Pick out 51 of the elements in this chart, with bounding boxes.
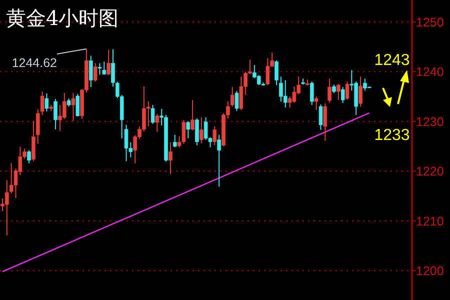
y-tick-label: 1250 bbox=[416, 15, 444, 30]
candlestick bbox=[89, 55, 93, 88]
candlestick bbox=[146, 100, 150, 127]
text: 1233 bbox=[374, 127, 410, 144]
candlestick bbox=[358, 76, 362, 107]
candlestick bbox=[186, 120, 190, 139]
y-tick-label: 1230 bbox=[416, 114, 444, 129]
candlestick bbox=[345, 81, 350, 100]
candlestick bbox=[93, 62, 98, 82]
candlestick bbox=[182, 119, 186, 144]
candlestick bbox=[217, 134, 221, 188]
candlestick bbox=[172, 134, 177, 148]
candlestick bbox=[168, 142, 172, 175]
candlestick bbox=[239, 76, 244, 110]
candlestick bbox=[71, 92, 76, 122]
candlestick bbox=[44, 93, 49, 112]
candlestick bbox=[274, 60, 278, 86]
candlestick bbox=[234, 90, 239, 112]
candlestick bbox=[314, 96, 318, 110]
candlestick bbox=[111, 48, 115, 88]
candlestick bbox=[150, 104, 155, 124]
candlestick bbox=[40, 91, 44, 116]
y-tick-label: 1240 bbox=[416, 65, 444, 80]
y-tick-label: 1200 bbox=[416, 264, 444, 278]
candlestick bbox=[212, 126, 217, 146]
chart-title: 黄金4小时图 bbox=[6, 6, 119, 30]
candlestick bbox=[76, 94, 80, 117]
candlestick bbox=[106, 49, 110, 76]
candlestick bbox=[283, 80, 288, 108]
candlestick bbox=[230, 86, 234, 107]
candlestick bbox=[336, 84, 340, 100]
y-tick-label: 1220 bbox=[416, 164, 444, 179]
candlestick bbox=[62, 92, 66, 120]
candlestick bbox=[200, 116, 204, 144]
candlestick bbox=[190, 100, 194, 131]
candlestick bbox=[340, 86, 345, 104]
candlestick bbox=[195, 118, 199, 146]
candlestick bbox=[98, 62, 102, 76]
candlestick bbox=[36, 108, 40, 144]
y-tick-label: 1210 bbox=[416, 214, 444, 228]
candlestick bbox=[318, 104, 323, 130]
candlestick bbox=[323, 102, 328, 142]
candlestick bbox=[310, 81, 314, 106]
text: 1243 bbox=[374, 52, 410, 69]
candlestick bbox=[328, 78, 332, 103]
candlestick bbox=[27, 150, 31, 164]
annotation: 1244.62 bbox=[12, 56, 58, 70]
candlestick bbox=[32, 120, 36, 162]
candlestick bbox=[155, 113, 160, 132]
candlestick bbox=[266, 58, 270, 86]
candlestick bbox=[54, 98, 58, 130]
